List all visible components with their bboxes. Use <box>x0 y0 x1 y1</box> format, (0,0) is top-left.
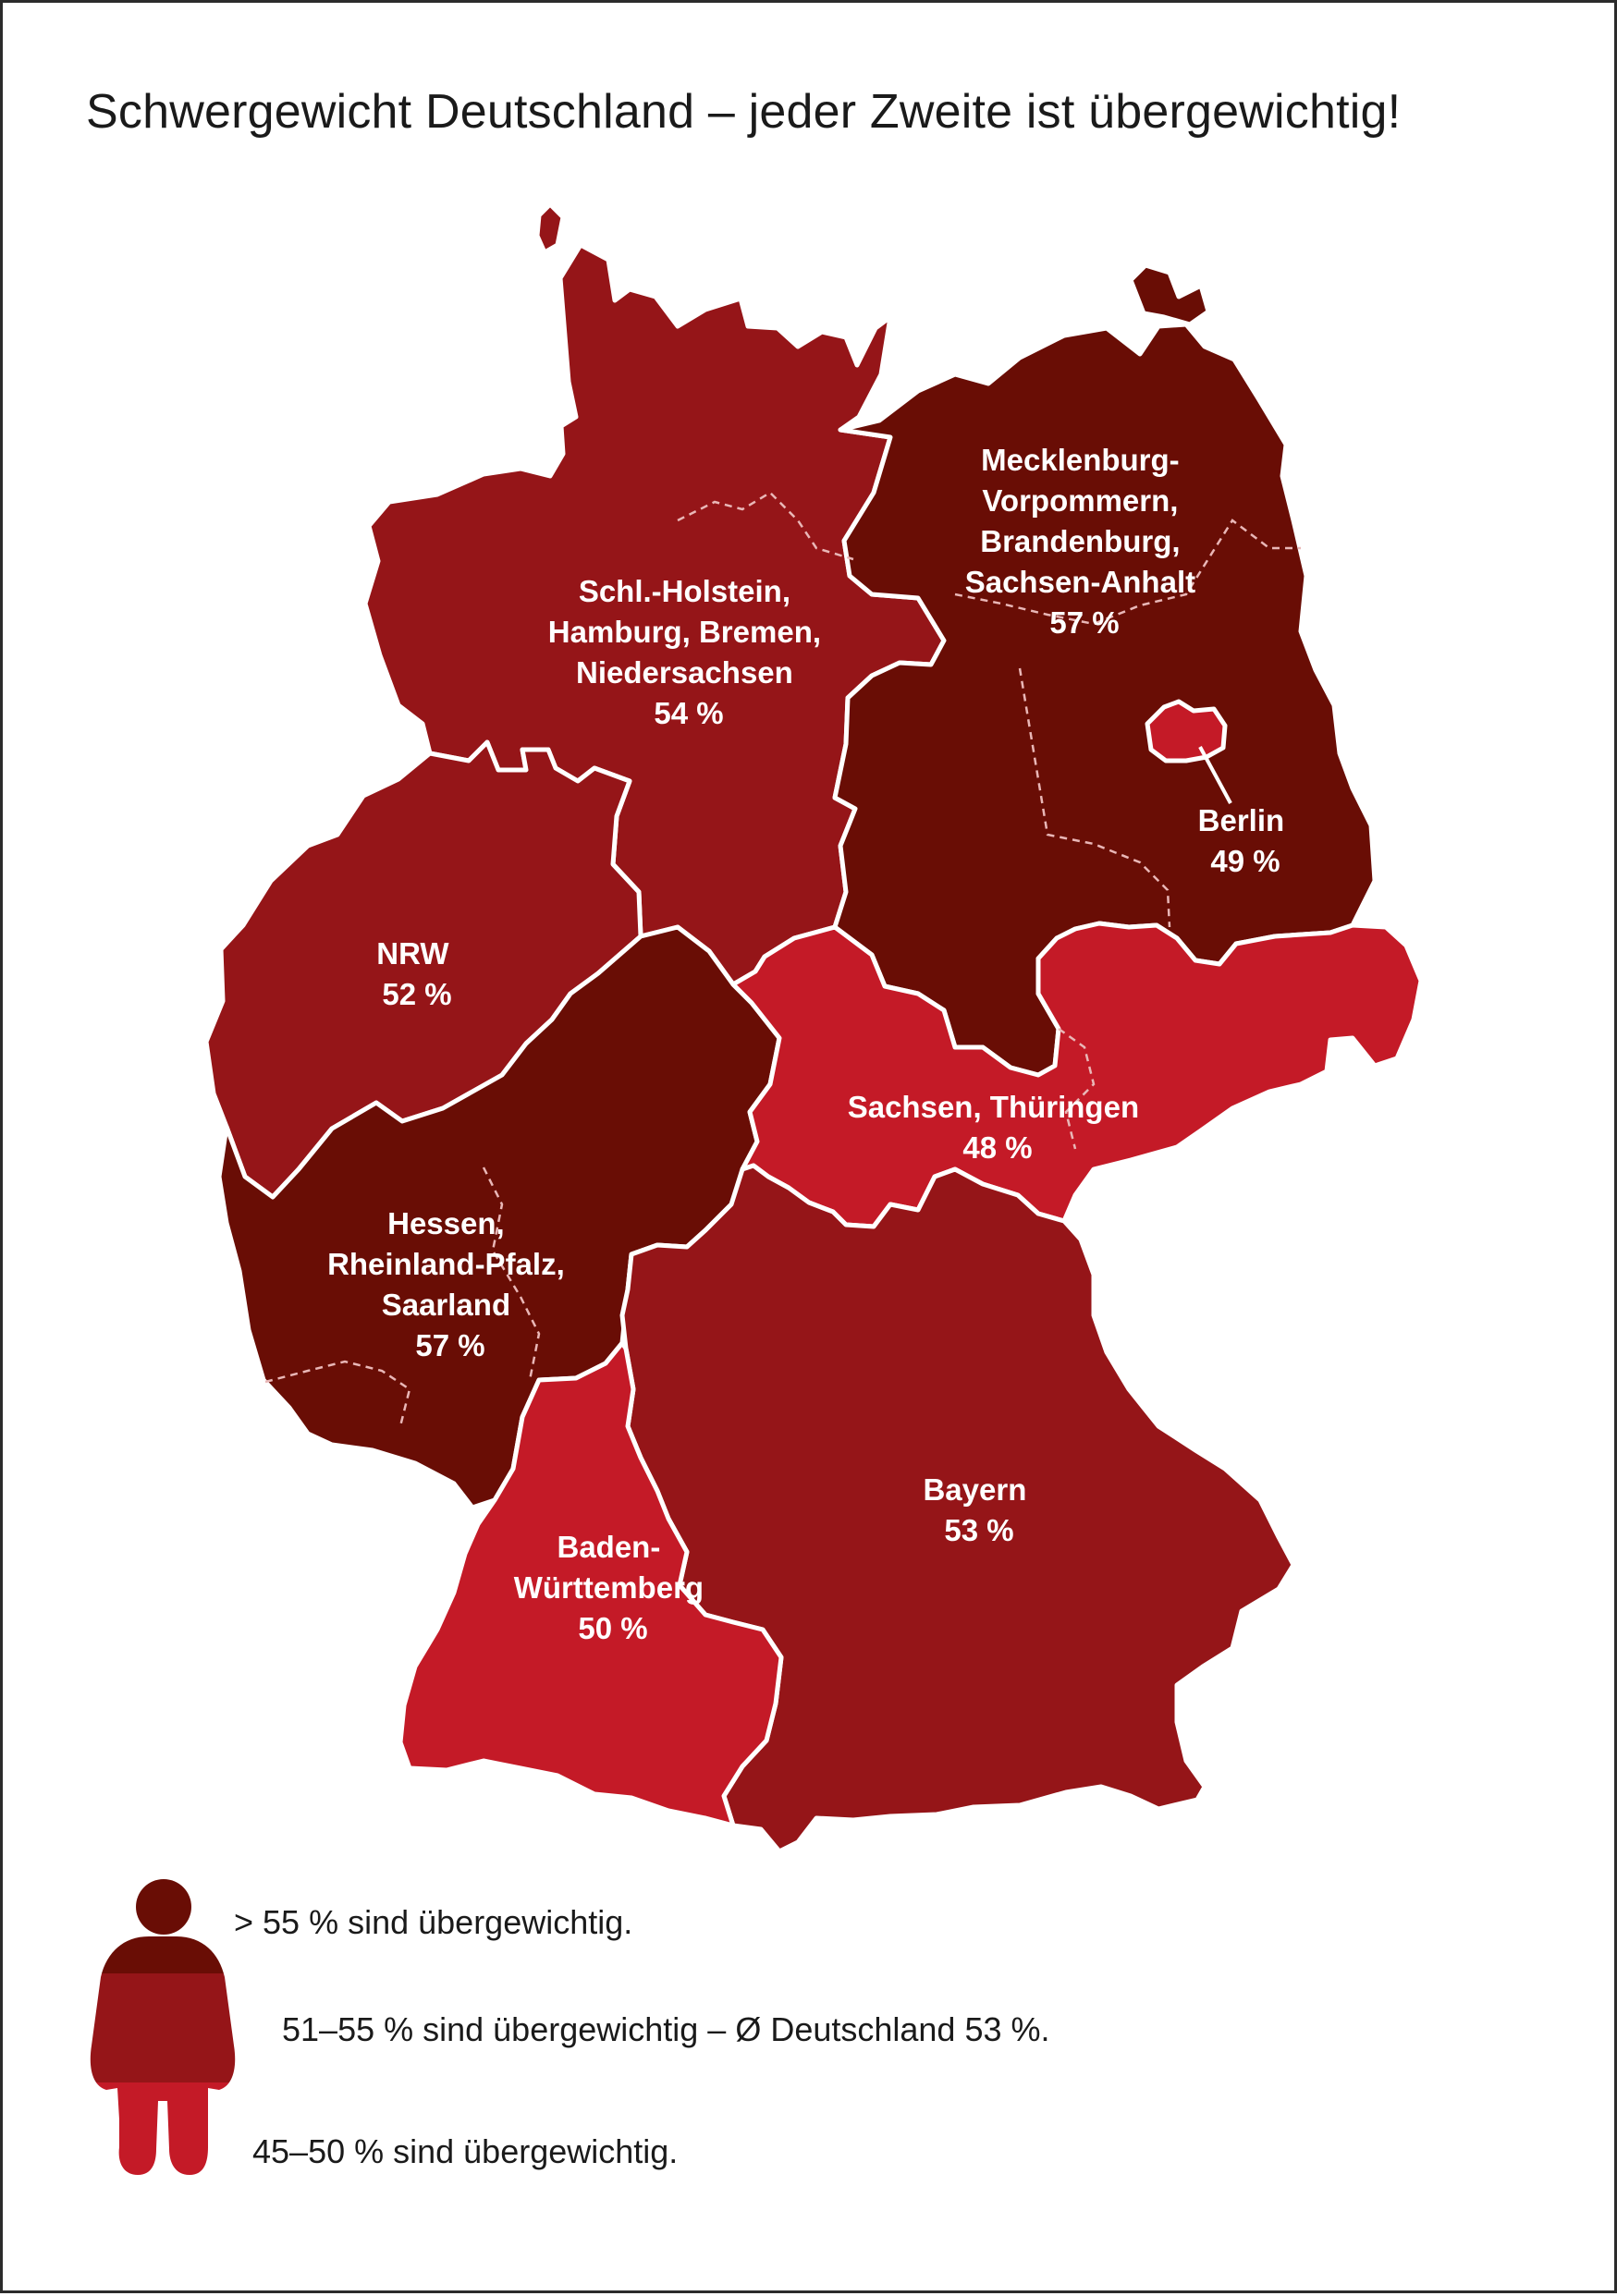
state-border-rp-sl <box>264 1360 411 1427</box>
label-berlin-value: 49 % <box>1210 844 1280 878</box>
label-bawue-line-2: Württemberg <box>514 1570 704 1605</box>
label-hessen-rlp-saar-line-2: Rheinland-Pfalz, <box>327 1247 565 1281</box>
label-bawue-value: 50 % <box>578 1611 647 1645</box>
legend-item-low: 45–50 % sind übergewichtig. <box>252 2132 679 2170</box>
label-sachsen-thueringen: Sachsen, Thüringen 48 % <box>848 1090 1148 1165</box>
label-sachsen-thueringen-line-1: Sachsen, Thüringen <box>848 1090 1139 1124</box>
germany-map: Schl.-Holstein, Hamburg, Bremen, Nieders… <box>90 202 1424 2175</box>
berlin-callout-line <box>1198 746 1232 804</box>
label-nord: Schl.-Holstein, Hamburg, Bremen, Nieders… <box>548 574 829 730</box>
island-ruegen <box>1128 263 1211 327</box>
page-title: Schwergewicht Deutschland – jeder Zweite… <box>86 85 1402 139</box>
label-nrw-value: 52 % <box>382 977 451 1011</box>
region-berlin <box>1145 699 1228 763</box>
legend-person-band-low <box>90 2082 236 2175</box>
legend-person-band-mid <box>90 1973 236 2082</box>
label-hessen-rlp-saar-line-1: Hessen, <box>387 1206 505 1240</box>
state-border-st-bb <box>1018 667 1171 928</box>
label-hessen-rlp-saar-value: 57 % <box>415 1328 484 1362</box>
label-bayern: Bayern 53 % <box>923 1472 1035 1547</box>
label-bayern-value: 53 % <box>944 1513 1013 1547</box>
label-hessen-rlp-saar-line-3: Saarland <box>382 1288 510 1322</box>
legend-item-high: > 55 % sind übergewichtig. <box>234 1903 633 1941</box>
label-ost-line-1: Mecklenburg- <box>981 443 1180 477</box>
label-berlin-line-1: Berlin <box>1198 803 1285 837</box>
label-bawue-line-1: Baden- <box>557 1530 660 1564</box>
island-north-frisian <box>534 202 566 255</box>
legend-person-head <box>136 1879 191 1935</box>
label-nrw-line-1: NRW <box>376 936 449 971</box>
label-nord-line-3: Niedersachsen <box>576 655 793 690</box>
label-ost-value: 57 % <box>1049 605 1119 640</box>
state-border-sh-ni <box>677 491 854 561</box>
label-ost-line-4: Sachsen-Anhalt <box>965 565 1195 599</box>
label-ost-line-3: Brandenburg, <box>980 524 1180 558</box>
label-nrw: NRW 52 % <box>376 936 457 1011</box>
label-bayern-line-1: Bayern <box>923 1472 1026 1507</box>
label-nord-line-1: Schl.-Holstein, <box>579 574 790 608</box>
region-sachsen-thueringen <box>730 921 1424 1229</box>
region-bawue <box>398 1340 784 1828</box>
label-ost: Mecklenburg- Vorpommern, Brandenburg, Sa… <box>965 443 1205 640</box>
labels-layer: Schl.-Holstein, Hamburg, Bremen, Nieders… <box>327 443 1293 1645</box>
label-hessen-rlp-saar: Hessen, Rheinland-Pfalz, Saarland 57 % <box>327 1206 573 1362</box>
state-border-th-sn <box>1058 1027 1096 1150</box>
label-nord-line-2: Hamburg, Bremen, <box>548 615 821 649</box>
label-bawue: Baden- Württemberg 50 % <box>514 1530 713 1645</box>
label-ost-line-2: Vorpommern, <box>982 483 1178 518</box>
legend-item-mid: 51–55 % sind übergewichtig – Ø Deutschla… <box>282 2010 1050 2048</box>
label-sachsen-thueringen-value: 48 % <box>962 1130 1032 1165</box>
label-nord-value: 54 % <box>654 696 723 730</box>
label-berlin: Berlin 49 % <box>1198 803 1293 878</box>
